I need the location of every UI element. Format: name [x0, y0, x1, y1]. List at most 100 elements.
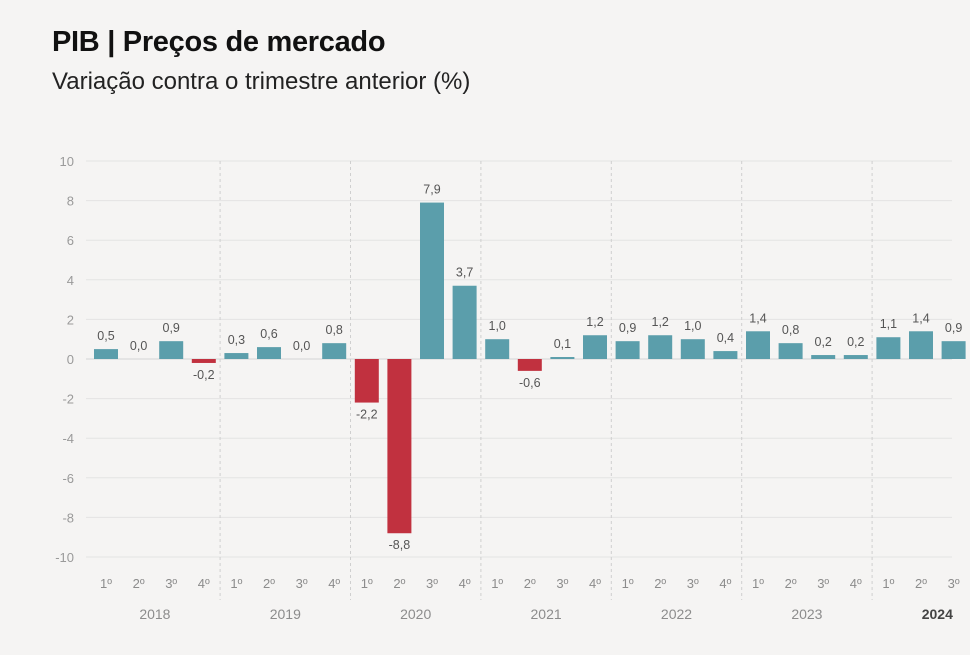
quarter-label: 1º	[361, 576, 373, 591]
quarter-label: 3º	[165, 576, 177, 591]
bar	[713, 351, 738, 359]
y-tick-label: 10	[60, 154, 74, 169]
data-label: 0,9	[163, 321, 180, 335]
quarter-label: 3º	[687, 576, 699, 591]
y-tick-label: -8	[62, 510, 74, 525]
data-label: -0,6	[519, 376, 541, 390]
quarter-label: 2º	[785, 576, 797, 591]
quarter-label: 3º	[817, 576, 829, 591]
year-label: 2019	[270, 606, 301, 622]
quarter-label: 1º	[230, 576, 242, 591]
chart-title: PIB | Preços de mercado	[52, 26, 386, 58]
data-label: 7,9	[423, 183, 440, 197]
y-tick-label: 0	[67, 352, 74, 367]
data-label: 1,4	[749, 311, 766, 325]
quarter-label: 4º	[459, 576, 471, 591]
quarter-label: 3º	[948, 576, 960, 591]
y-tick-label: 4	[67, 273, 74, 288]
data-label: 0,2	[815, 335, 832, 349]
data-label: 1,1	[880, 317, 897, 331]
bar	[550, 357, 575, 359]
quarter-label: 4º	[589, 576, 601, 591]
quarter-label: 2º	[263, 576, 275, 591]
quarter-label: 1º	[100, 576, 112, 591]
data-label: 1,0	[489, 319, 506, 333]
data-label: 1,4	[912, 311, 929, 325]
bar	[452, 285, 477, 359]
bar	[257, 347, 281, 359]
data-label: -8,8	[389, 538, 411, 552]
data-label: 1,0	[684, 319, 701, 333]
bar	[778, 343, 803, 359]
y-tick-label: 8	[67, 194, 74, 209]
bar	[941, 341, 966, 359]
quarter-label: 1º	[491, 576, 503, 591]
data-label: -0,2	[193, 368, 215, 382]
quarter-label: 3º	[556, 576, 568, 591]
data-label: 0,2	[847, 335, 864, 349]
bar	[420, 202, 444, 359]
bar	[322, 343, 347, 359]
quarter-label: 2º	[133, 576, 145, 591]
quarter-label: 2º	[393, 576, 405, 591]
data-label: 3,7	[456, 266, 473, 280]
bar	[159, 341, 184, 359]
year-label: 2020	[400, 606, 431, 622]
data-label: 0,0	[130, 339, 147, 353]
y-tick-label: 6	[67, 233, 74, 248]
bar	[387, 359, 412, 534]
bar	[680, 339, 705, 359]
data-label: 0,1	[554, 337, 571, 351]
quarter-label: 4º	[719, 576, 731, 591]
year-label: 2018	[139, 606, 170, 622]
y-tick-label: -10	[55, 550, 74, 565]
data-label: 1,2	[586, 315, 603, 329]
data-label: 0,9	[619, 321, 636, 335]
bar	[746, 331, 770, 359]
quarter-label: 1º	[882, 576, 894, 591]
bar	[94, 349, 118, 359]
quarter-label: 1º	[622, 576, 634, 591]
year-label: 2024	[922, 606, 953, 622]
bar	[485, 339, 510, 359]
bar	[517, 359, 542, 371]
quarter-label: 4º	[850, 576, 862, 591]
y-tick-label: 2	[67, 312, 74, 327]
bar	[224, 353, 249, 359]
data-label: 0,3	[228, 333, 245, 347]
labels-layer: 10 8 6 4 2 0 -2 -4 -6 -8 -10 0,5 1º 0,0 2º 0,9 3º -0,2 4º 2…	[55, 154, 962, 622]
y-tick-label: -6	[62, 471, 74, 486]
quarter-label: 3º	[426, 576, 438, 591]
data-label: 0,6	[260, 327, 277, 341]
bar	[354, 359, 379, 403]
year-label: 2022	[661, 606, 692, 622]
bar	[876, 337, 901, 359]
year-label: 2021	[531, 606, 562, 622]
y-tick-label: -4	[62, 431, 74, 446]
data-label: 0,0	[293, 339, 310, 353]
data-label: 0,8	[782, 323, 799, 337]
bar	[648, 335, 673, 359]
y-tick-label: -2	[62, 392, 74, 407]
quarter-label: 1º	[752, 576, 764, 591]
data-label: 0,4	[717, 331, 734, 345]
chart-subtitle: Variação contra o trimestre anterior (%)	[52, 68, 471, 95]
bar	[615, 341, 640, 359]
bar	[191, 359, 216, 363]
data-label: 0,9	[945, 321, 962, 335]
quarter-label: 3º	[296, 576, 308, 591]
data-label: 1,2	[652, 315, 669, 329]
bar	[811, 355, 836, 359]
data-label: 0,8	[326, 323, 343, 337]
quarter-label: 2º	[654, 576, 666, 591]
bar	[583, 335, 607, 359]
data-label: -2,2	[356, 408, 378, 422]
quarter-label: 2º	[524, 576, 536, 591]
bars-layer	[94, 202, 966, 534]
data-label: 0,5	[97, 329, 114, 343]
bar	[843, 355, 868, 359]
quarter-label: 2º	[915, 576, 927, 591]
bar	[909, 331, 933, 359]
quarter-label: 4º	[198, 576, 210, 591]
